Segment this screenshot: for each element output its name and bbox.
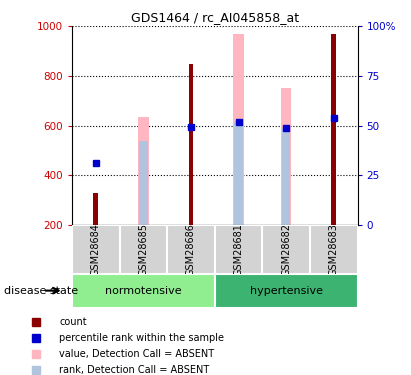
Bar <box>281 88 291 225</box>
FancyBboxPatch shape <box>215 225 262 274</box>
Text: GSM28682: GSM28682 <box>281 223 291 276</box>
Text: normotensive: normotensive <box>105 286 182 296</box>
Bar <box>282 129 291 225</box>
Text: GSM28686: GSM28686 <box>186 223 196 276</box>
FancyBboxPatch shape <box>167 225 215 274</box>
Bar <box>93 193 98 225</box>
Text: percentile rank within the sample: percentile rank within the sample <box>59 333 224 344</box>
Bar <box>233 34 244 225</box>
Bar <box>139 141 148 225</box>
FancyBboxPatch shape <box>120 225 167 274</box>
Text: value, Detection Call = ABSENT: value, Detection Call = ABSENT <box>59 349 214 359</box>
Text: GSM28685: GSM28685 <box>139 223 148 276</box>
Text: rank, Detection Call = ABSENT: rank, Detection Call = ABSENT <box>59 365 209 375</box>
Bar <box>331 34 336 225</box>
Bar <box>189 63 193 225</box>
Text: disease state: disease state <box>4 286 78 296</box>
Text: GSM28684: GSM28684 <box>91 223 101 276</box>
Bar <box>234 122 243 225</box>
Bar <box>138 117 148 225</box>
FancyBboxPatch shape <box>310 225 358 274</box>
Text: GSM28683: GSM28683 <box>329 223 339 276</box>
FancyBboxPatch shape <box>72 225 120 274</box>
FancyBboxPatch shape <box>262 225 310 274</box>
Text: count: count <box>59 317 87 327</box>
Text: hypertensive: hypertensive <box>249 286 323 296</box>
FancyBboxPatch shape <box>72 274 215 308</box>
FancyBboxPatch shape <box>215 274 358 308</box>
Title: GDS1464 / rc_AI045858_at: GDS1464 / rc_AI045858_at <box>131 11 299 24</box>
Text: GSM28681: GSM28681 <box>233 223 244 276</box>
